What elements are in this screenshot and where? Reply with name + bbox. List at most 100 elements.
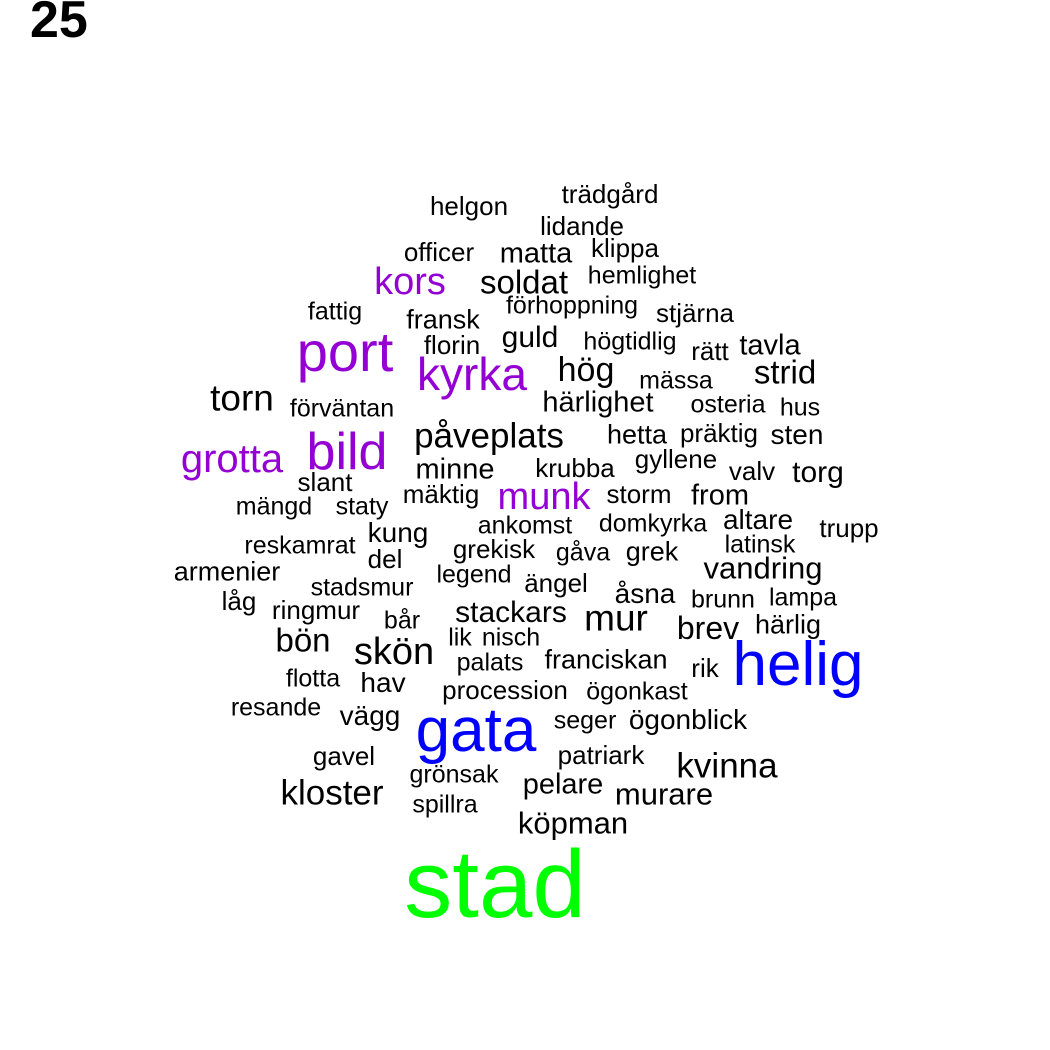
word: härlig [754, 609, 822, 640]
word: torn [210, 377, 274, 419]
word: florin [423, 330, 481, 360]
word: slant [297, 467, 353, 497]
word: altare [722, 504, 794, 535]
word: grekisk [452, 534, 536, 564]
word: lik [448, 623, 472, 652]
word: helig [732, 630, 864, 699]
word: påveplats [414, 416, 564, 456]
word: kung [367, 517, 429, 548]
word: åsna [614, 578, 676, 609]
word: fattig [307, 297, 363, 326]
word: munk [497, 476, 591, 518]
word: franciskan [544, 644, 668, 675]
word: palats [456, 648, 524, 677]
word: stackars [455, 596, 567, 629]
word: högtidlig [583, 327, 677, 356]
word: krubba [535, 453, 615, 483]
word: mässa [639, 366, 713, 395]
word: valv [728, 456, 776, 486]
word: vandring [703, 550, 823, 586]
word: mängd [235, 492, 313, 521]
word: köpman [517, 805, 629, 841]
word: flotta [285, 664, 341, 693]
word: gyllene [634, 444, 718, 474]
word: kloster [280, 773, 384, 813]
word: spillra [412, 790, 478, 819]
word: matta [499, 237, 573, 270]
word: hemlighet [587, 261, 697, 290]
word: del [367, 544, 403, 574]
word: skön [353, 631, 435, 673]
word: soldat [479, 263, 569, 301]
word: präktig [679, 418, 759, 448]
word: murare [614, 776, 714, 812]
word: hav [360, 667, 406, 698]
word: förhoppning [505, 291, 639, 320]
word: trädgård [561, 179, 659, 209]
word: storm [606, 479, 672, 509]
word: rätt [691, 336, 729, 366]
word: resande [230, 693, 322, 722]
word: staty [335, 492, 389, 521]
word: hus [779, 393, 821, 422]
word: ängel [524, 568, 588, 598]
word: guld [501, 321, 559, 354]
word: brev [676, 610, 740, 646]
word: armenier [173, 556, 281, 587]
word: ögonkast [586, 677, 688, 706]
word: from [691, 479, 749, 512]
word: minne [415, 453, 495, 486]
word: tavla [739, 329, 801, 362]
word: procession [442, 675, 568, 705]
word: kvinna [676, 746, 778, 786]
word: hetta [606, 419, 668, 450]
word: bön [275, 621, 331, 659]
word: ringmur [271, 595, 361, 625]
word: gåva [555, 538, 611, 567]
word: lidande [540, 211, 624, 241]
word: bår [383, 606, 421, 635]
word: trupp [819, 513, 879, 543]
word: domkyrka [598, 509, 708, 538]
word: härlighet [542, 386, 654, 419]
word: kors [374, 261, 446, 303]
word: rik [691, 653, 719, 683]
word: lampa [768, 583, 838, 612]
word: klippa [591, 233, 659, 263]
word: nisch [481, 623, 541, 652]
word: gata [415, 696, 537, 765]
word: förväntan [289, 394, 395, 423]
word: torg [792, 456, 844, 489]
word: grek [625, 536, 679, 567]
word: seger [553, 706, 617, 735]
word: hög [557, 351, 615, 389]
word: grotta [180, 437, 284, 481]
word: pelare [522, 768, 604, 801]
word: stadsmur [310, 573, 414, 602]
word: officer [403, 237, 475, 267]
word: ögonblick [628, 704, 748, 735]
word: brunn [691, 585, 755, 614]
word: port [296, 320, 394, 383]
word: sten [770, 419, 824, 450]
word: strid [753, 353, 817, 391]
word: mäktig [402, 479, 480, 509]
word: fransk [406, 304, 480, 335]
word: låg [221, 586, 257, 616]
word: stjärna [655, 298, 735, 328]
word: helgon [429, 191, 509, 221]
word: osteria [690, 390, 766, 419]
word: stad [404, 831, 586, 938]
page-number: 25 [30, 0, 88, 49]
word: patriark [557, 740, 645, 770]
word: ankomst [477, 511, 573, 540]
word: mur [584, 597, 648, 639]
word: legend [436, 560, 512, 589]
word: bild [306, 423, 388, 481]
word: grönsak [409, 760, 499, 789]
word: gavel [312, 741, 376, 771]
word: kyrka [417, 348, 527, 400]
word: latinsk [724, 530, 796, 559]
word: vägg [339, 700, 401, 731]
